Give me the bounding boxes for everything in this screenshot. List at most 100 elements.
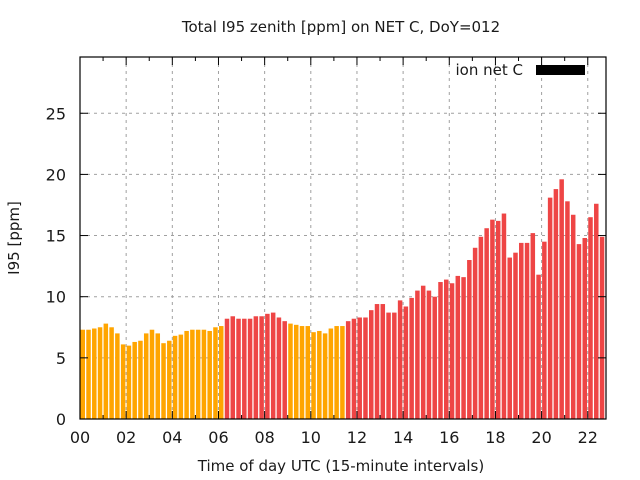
bar — [167, 340, 172, 419]
bar — [143, 333, 149, 419]
x-tick-label: 06 — [208, 428, 228, 447]
bar — [599, 236, 605, 419]
bar — [132, 341, 137, 419]
bar — [386, 312, 391, 419]
bar — [501, 213, 507, 419]
bar — [467, 260, 472, 419]
bar — [432, 296, 437, 419]
x-tick-label: 22 — [578, 428, 598, 447]
x-tick-label: 18 — [485, 428, 505, 447]
bar — [444, 279, 449, 419]
bar — [253, 316, 259, 419]
bar — [276, 317, 282, 419]
bar — [397, 300, 403, 419]
bar — [149, 329, 155, 419]
x-tick-label: 04 — [162, 428, 182, 447]
y-tick-labels: 0 5 10 15 20 25 — [46, 104, 66, 429]
x-tick-label: 10 — [301, 428, 321, 447]
bar — [530, 233, 536, 419]
bar — [553, 189, 559, 419]
x-axis-label: Time of day UTC (15-minute intervals) — [197, 457, 484, 475]
bar — [340, 326, 345, 419]
x-tick-label: 08 — [254, 428, 274, 447]
bar — [403, 306, 409, 419]
bar — [207, 330, 212, 419]
bar — [484, 228, 489, 419]
bar — [311, 332, 316, 419]
bar — [334, 326, 339, 419]
bar — [195, 329, 201, 419]
bar — [265, 313, 270, 419]
bar — [576, 244, 582, 419]
bar — [357, 317, 362, 419]
bar — [351, 318, 357, 419]
plot-border — [79, 56, 607, 420]
bar — [92, 328, 97, 419]
bar — [224, 318, 230, 419]
bar — [242, 318, 247, 419]
bar — [369, 310, 374, 419]
bar — [172, 335, 178, 419]
x-tick-label: 20 — [531, 428, 551, 447]
y-tick-label: 15 — [46, 227, 66, 246]
bar — [80, 329, 85, 419]
bar — [109, 327, 114, 419]
bar — [299, 326, 305, 419]
bar — [513, 252, 518, 419]
bar — [213, 327, 218, 419]
y-axis-label: I95 [ppm] — [5, 201, 23, 275]
bar — [519, 242, 524, 419]
bar — [178, 334, 184, 419]
bar — [570, 214, 576, 419]
legend-swatch — [536, 65, 585, 75]
bar — [559, 179, 564, 419]
bar — [472, 247, 478, 419]
bar — [490, 219, 495, 419]
bar — [392, 312, 397, 419]
bar — [86, 329, 91, 419]
x-tick-label: 02 — [116, 428, 136, 447]
legend-label: ion net C — [456, 61, 523, 79]
bar — [507, 257, 512, 419]
bar — [247, 318, 253, 419]
bar — [103, 323, 109, 419]
bar — [542, 241, 547, 419]
bar — [236, 318, 241, 419]
y-tick-label: 25 — [46, 104, 66, 123]
bar — [184, 330, 189, 419]
bar — [478, 236, 484, 419]
bar — [282, 321, 287, 419]
bar — [138, 340, 143, 419]
bars — [80, 179, 606, 419]
x-tick-label: 14 — [393, 428, 413, 447]
bar — [380, 304, 386, 419]
y-tick-label: 5 — [56, 349, 66, 368]
bar — [218, 326, 224, 419]
bar — [363, 317, 368, 419]
bar — [126, 345, 132, 419]
bar — [409, 297, 414, 419]
bar — [374, 304, 380, 419]
y-tick-label: 0 — [56, 410, 66, 429]
chart-title: Total I95 zenith [ppm] on NET C, DoY=012 — [181, 18, 500, 36]
bar — [420, 285, 426, 419]
bar — [594, 203, 599, 419]
bar — [415, 290, 420, 419]
bar — [270, 312, 276, 419]
grid-lines — [80, 57, 606, 419]
bar — [565, 201, 570, 419]
bar — [120, 344, 126, 419]
bar — [524, 242, 530, 419]
bar — [588, 217, 593, 419]
bar — [97, 327, 103, 419]
bar — [155, 333, 161, 419]
bar — [449, 283, 455, 419]
bar — [230, 316, 236, 419]
bar — [461, 277, 466, 419]
bar — [455, 275, 461, 419]
x-tick-label: 12 — [347, 428, 367, 447]
y-tick-label: 10 — [46, 288, 66, 307]
bar — [305, 326, 311, 419]
bar — [426, 290, 432, 419]
